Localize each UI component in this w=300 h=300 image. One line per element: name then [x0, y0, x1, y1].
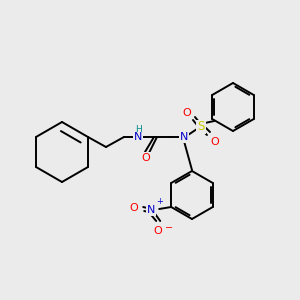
- Text: O: O: [130, 203, 139, 213]
- Text: O: O: [154, 226, 163, 236]
- Text: O: O: [211, 137, 219, 147]
- Text: N: N: [147, 205, 155, 215]
- Text: O: O: [142, 153, 150, 163]
- Text: +: +: [156, 197, 163, 206]
- Text: −: −: [165, 223, 173, 233]
- Text: N: N: [134, 132, 142, 142]
- Text: H: H: [136, 124, 142, 134]
- Text: S: S: [197, 121, 205, 134]
- Text: N: N: [180, 132, 188, 142]
- Text: O: O: [183, 108, 191, 118]
